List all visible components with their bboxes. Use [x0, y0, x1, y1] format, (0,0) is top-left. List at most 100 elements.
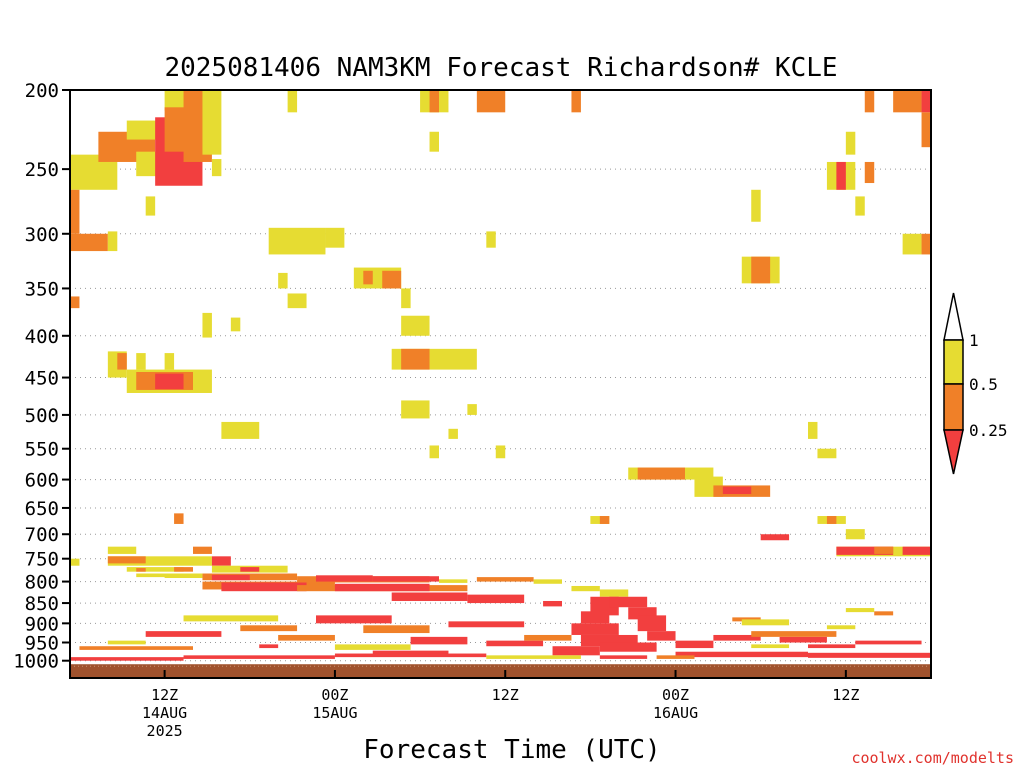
cell-high-ri — [287, 90, 298, 113]
cell-high-ri — [429, 445, 439, 459]
cell-high-ri — [164, 573, 203, 579]
cell-low-ri — [372, 576, 439, 582]
cell-low-ri — [855, 640, 922, 645]
cell-mid-ri — [174, 567, 193, 572]
legend-0.5-1 — [943, 339, 964, 385]
cell-mid-ri — [70, 189, 80, 234]
cell-low-ri — [334, 653, 487, 658]
cell-high-ri — [486, 231, 496, 248]
cell-high-ri — [183, 615, 279, 622]
y-tick-label: 200 — [25, 80, 59, 102]
cell-low-ri — [921, 90, 931, 113]
cell-high-ri — [401, 400, 430, 419]
y-tick-label: 850 — [25, 593, 59, 615]
cell-high-ri — [107, 556, 212, 566]
y-tick-label: 800 — [25, 572, 59, 594]
cell-mid-ri — [751, 256, 771, 284]
cell-high-ri — [334, 644, 411, 650]
cell-high-ri — [268, 227, 326, 255]
cell-high-ri — [448, 428, 458, 439]
cell-mid-ri — [278, 634, 335, 641]
y-tick-label: 950 — [25, 633, 59, 655]
y-tick-label: 500 — [25, 405, 59, 427]
cell-high-ri — [571, 585, 600, 592]
cell-low-ri — [391, 592, 468, 601]
cell-high-ri — [107, 231, 118, 252]
cell-mid-ri — [864, 90, 875, 113]
cell-high-ri — [741, 619, 790, 626]
legend-label: 1 — [969, 331, 979, 350]
cell-low-ri — [599, 642, 657, 652]
legend: 1 0.5 0.25 — [943, 292, 1008, 475]
cell-low-ri — [240, 567, 260, 572]
cell-mid-ri — [363, 625, 430, 634]
cell-low-ri — [647, 631, 676, 641]
cell-low-ri — [836, 161, 846, 190]
cell-high-ri — [845, 131, 856, 155]
cell-low-ri — [372, 650, 449, 656]
cell-high-ri — [845, 529, 865, 540]
cell-low-ri — [599, 655, 648, 659]
cell-low-ri — [486, 640, 544, 647]
cell-low-ri — [675, 640, 714, 649]
cell-low-ri — [183, 655, 335, 659]
cell-low-ri — [580, 634, 638, 647]
cell-high-ri — [230, 317, 241, 332]
cell-low-ri — [259, 644, 279, 649]
cell-high-ri — [808, 421, 818, 439]
cell-high-ri — [902, 233, 922, 255]
cell-mid-ri — [826, 516, 837, 524]
cell-high-ri — [826, 625, 856, 630]
cell-low-ri — [836, 546, 894, 555]
cell-high-ri — [495, 445, 506, 459]
cell-high-ri — [287, 293, 307, 309]
y-tick-label: 250 — [25, 159, 59, 181]
y-axis: 200 250 300 350 400 450 500 550 600 650 700 7508008… — [13, 80, 70, 673]
cell-mid-ri — [874, 611, 894, 616]
cell-low-ri — [902, 546, 931, 555]
cell-high-ri — [164, 353, 175, 370]
cell-mid-ri — [476, 90, 506, 113]
cell-low-ri — [448, 621, 525, 628]
cell-mid-ri — [363, 270, 373, 285]
cell-low-ri — [70, 657, 184, 661]
cell-low-ri — [779, 636, 827, 643]
cell-low-ri — [155, 373, 184, 390]
chart-title: 2025081406 NAM3KM Forecast Richardson# K… — [164, 53, 837, 83]
cell-low-ri — [675, 651, 808, 658]
cell-high-ri — [817, 448, 837, 459]
cell-high-ri — [401, 288, 411, 309]
cell-high-ri — [107, 640, 146, 645]
y-tick-label: 300 — [25, 224, 59, 246]
cell-mid-ri — [921, 112, 931, 148]
cell-low-ri — [637, 615, 667, 632]
legend-below-0.25 — [943, 429, 964, 475]
y-tick-label: 400 — [25, 326, 59, 348]
plot-area — [69, 89, 932, 679]
cell-low-ri — [552, 646, 600, 656]
cell-low-ri — [211, 556, 231, 566]
cell-high-ri — [855, 196, 865, 216]
cell-high-ri — [278, 272, 288, 289]
cell-low-ri — [713, 634, 761, 641]
legend-label: 0.5 — [969, 375, 998, 394]
cell-mid-ri — [174, 513, 184, 524]
cell-mid-ri — [476, 577, 534, 582]
cell-high-ri — [136, 573, 175, 578]
x-tick-label: 12Z — [832, 686, 859, 704]
x-tick-label: 15AUG — [312, 704, 357, 722]
cell-high-ri — [486, 655, 581, 659]
cell-mid-ri — [382, 270, 402, 289]
cell-mid-ri — [893, 90, 922, 113]
cell-mid-ri — [79, 646, 193, 650]
cell-low-ri — [609, 596, 648, 608]
cell-mid-ri — [193, 546, 212, 554]
cell-mid-ri — [524, 634, 572, 641]
cell-low-ri — [221, 582, 307, 592]
cell-low-ri — [760, 534, 790, 541]
cell-high-ri — [845, 608, 875, 613]
cell-mid-ri — [571, 90, 581, 113]
legend-above-1 — [943, 292, 964, 341]
